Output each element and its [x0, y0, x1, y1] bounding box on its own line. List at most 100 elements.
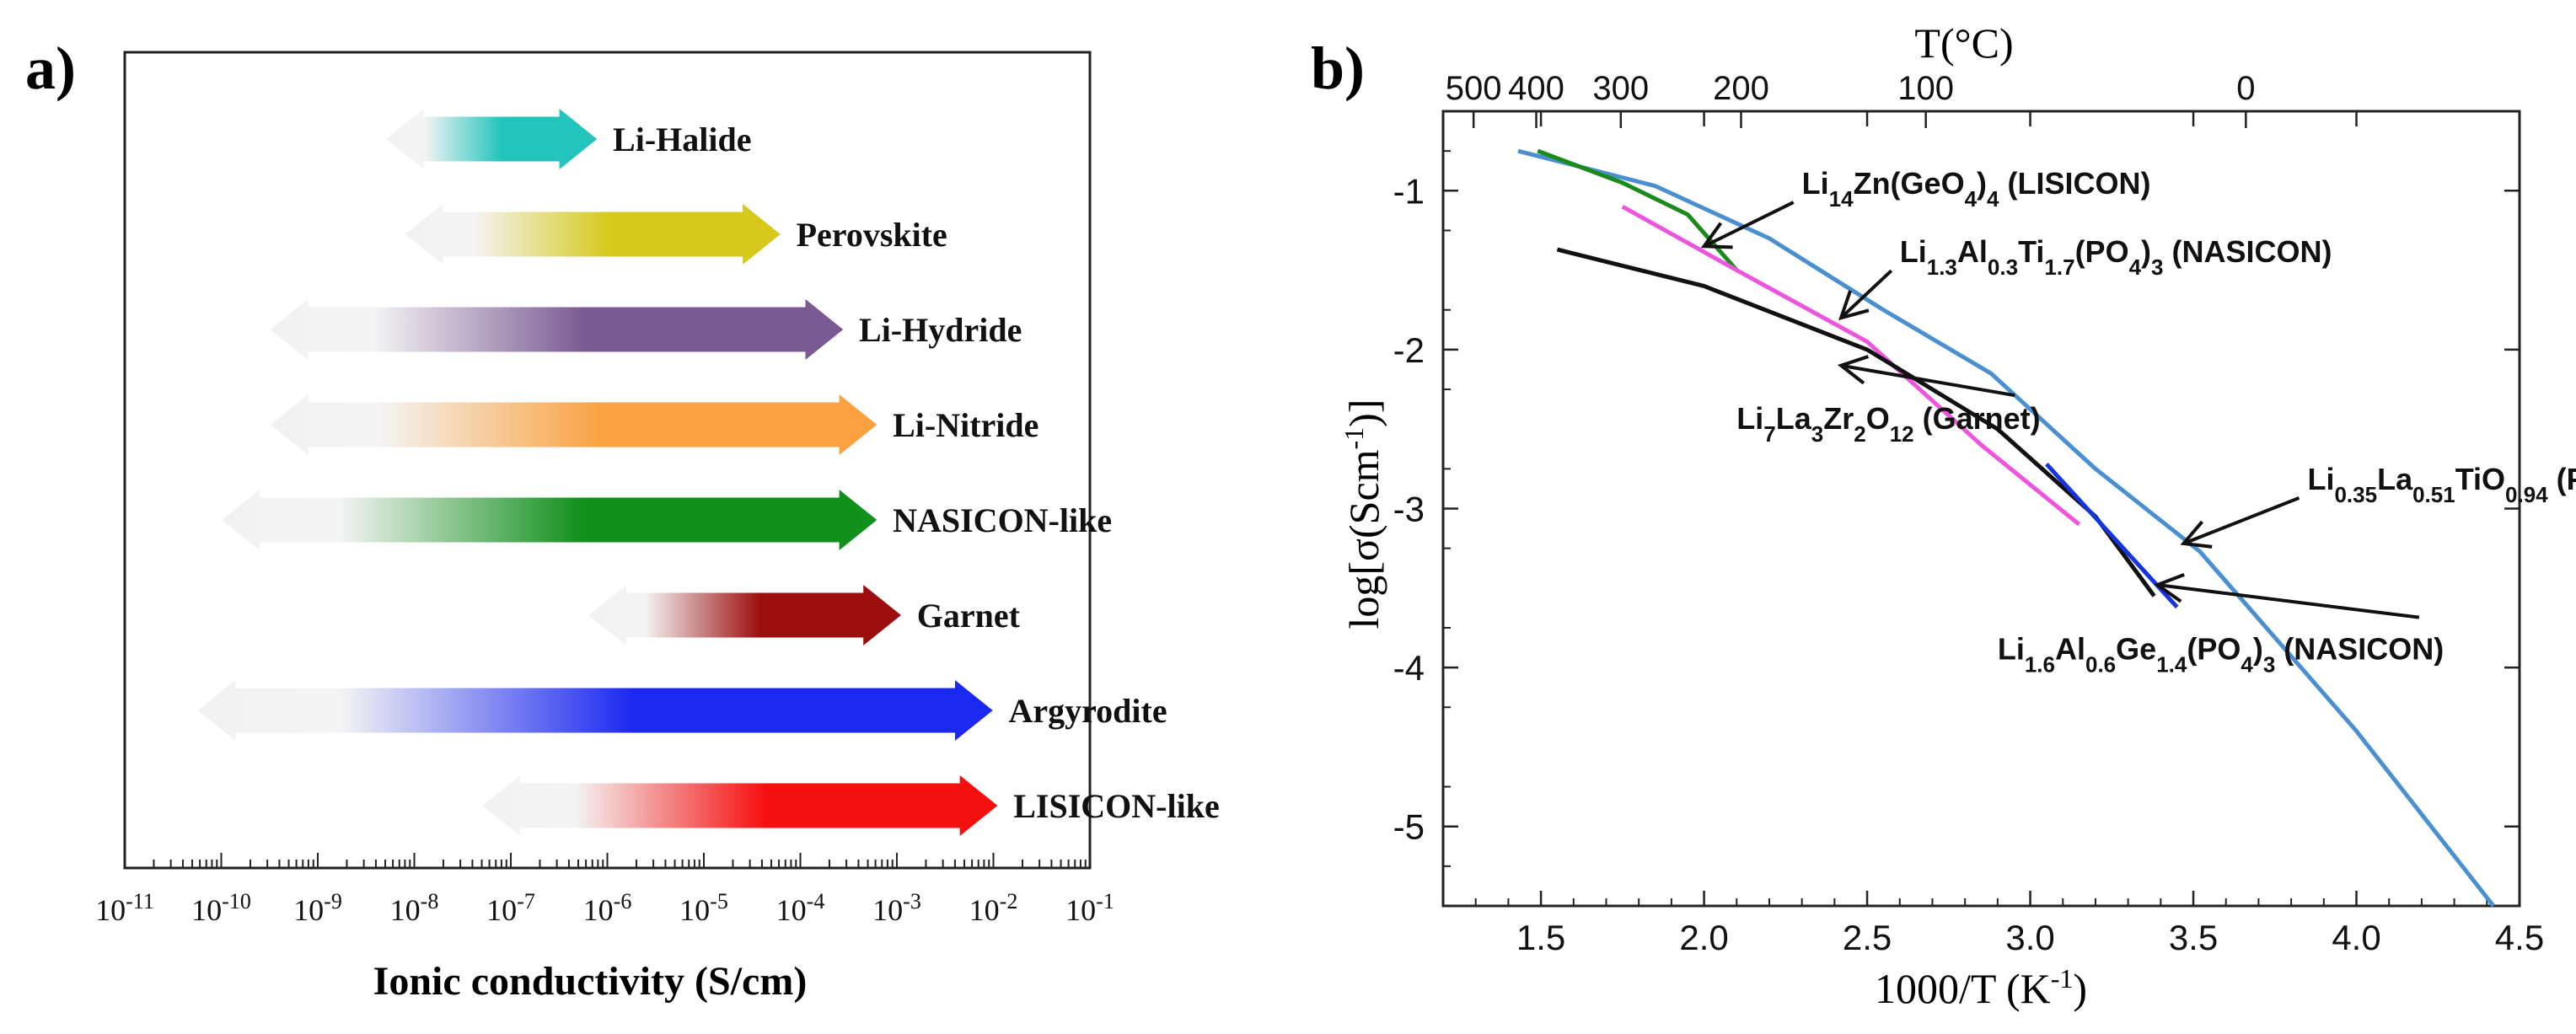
tick-base: 10	[1065, 893, 1096, 927]
annotation-label-part: 1.4	[2156, 652, 2187, 678]
x-tick-label: 3.5	[2169, 918, 2218, 957]
x-tick-label: 10-8	[390, 889, 439, 928]
annotation-label: Li0.35La0.51TiO0.94 (Perovskite)	[2307, 462, 2576, 507]
series-line-0	[1517, 148, 2496, 908]
annotation-label-part: 1.6	[2025, 652, 2055, 678]
range-arrow-li-hydride	[268, 297, 845, 362]
x-tick-label: 2.5	[1843, 918, 1892, 957]
tick-exponent: -10	[222, 889, 251, 913]
panel-b-top-axis-label: T(°C)	[1914, 19, 2013, 67]
panel-b-frame	[1441, 110, 2521, 908]
panel-b-label: b)	[1311, 35, 1365, 102]
tick-base: 10	[872, 893, 903, 927]
panel-a-frame	[123, 51, 1092, 870]
annotation-label: Li1.3Al0.3Ti1.7(PO4)3 (NASICON)	[1900, 234, 2332, 280]
range-arrow-perovskite	[404, 201, 782, 267]
tick-exponent: -2	[1000, 889, 1018, 913]
annotation-arrow-shaft	[1839, 269, 1893, 319]
annotation-label-part: 1.3	[1927, 254, 1957, 280]
annotation-arrow-head	[1838, 290, 1870, 321]
top-temp-tick-label: 300	[1592, 70, 1649, 107]
x-tick-label: 10-6	[583, 889, 632, 928]
tick-base: 10	[293, 893, 324, 927]
panel-b-y-axis-label: log[σ(Scm-1)]	[1339, 399, 1387, 629]
y-tick-label: -3	[1393, 490, 1425, 529]
annotation-arrow-shaft	[2182, 496, 2300, 545]
annotation-label-part: (NASICON)	[2164, 234, 2332, 269]
annotation-label-part: 0.6	[2085, 652, 2116, 678]
annotation-label-part: 4	[1987, 186, 1999, 212]
annotation-label-part: 4	[2241, 652, 2253, 678]
panel-a-minor-ticks	[124, 853, 1087, 868]
panel-a-label: a)	[25, 35, 76, 102]
tick-base: 10	[969, 893, 1000, 927]
tick-exponent: -5	[710, 889, 728, 913]
x-tick-label: 10-3	[872, 889, 921, 928]
series-line-4	[2045, 463, 2179, 609]
y-axis-label-tail: )]	[1340, 399, 1387, 426]
tick-exponent: -3	[903, 889, 921, 913]
annotation-label-part: Li	[2307, 462, 2334, 496]
annotation-arrow-head	[2180, 520, 2213, 549]
y-tick-label: -4	[1393, 648, 1425, 688]
annotation-label-part: 0.51	[2412, 482, 2455, 507]
tick-base: 10	[583, 893, 614, 927]
annotation-label-part: 2	[1854, 421, 1865, 447]
annotation-label-part: O	[1866, 401, 1890, 436]
x-tick-label: 10-7	[486, 889, 535, 928]
annotation-label-part: 7	[1763, 421, 1775, 447]
annotation-label-part: (Perovskite)	[2548, 462, 2576, 496]
tick-base: 10	[486, 893, 517, 927]
annotation-label-part: 0.35	[2334, 482, 2377, 507]
tick-base: 10	[191, 893, 222, 927]
range-label: Perovskite	[797, 216, 947, 254]
panel-b-line-chart: b) T(°C) 1.5 2.0 2.5 3.0 3.5 4.0 4.5 -1 -2 -3 -4 -5…	[1311, 19, 2576, 1012]
annotation-label-part: (PO	[2075, 234, 2129, 269]
range-label: Li-Halide	[613, 121, 751, 158]
annotation-label-part: Li	[1736, 401, 1763, 436]
range-label: LISICON-like	[1013, 787, 1220, 825]
annotation-label-part: (PO	[2187, 632, 2241, 667]
annotation-label-part: 4	[2129, 254, 2142, 280]
range-label: Argyrodite	[1009, 692, 1167, 730]
annotation-label-part: 3	[1811, 421, 1823, 447]
annotation-label-part: (NASICON)	[2275, 632, 2444, 667]
annotation-arrow-shaft	[1703, 201, 1795, 249]
annotation-label: Li14Zn(GeO4)4 (LISICON)	[1802, 166, 2151, 212]
range-arrow-lisicon-like	[480, 773, 1000, 838]
x-tick-label: 10-5	[679, 889, 728, 928]
annotation-label-part: (Garnet)	[1914, 401, 2041, 436]
series-line-2	[1621, 204, 2081, 527]
x-tick-label: 10-4	[776, 889, 825, 928]
annotation-label-part: Ti	[2018, 234, 2044, 269]
annotation-arrow-shaft	[2157, 583, 2420, 619]
annotation-label-part: )	[2141, 234, 2151, 269]
range-label: Li-Hydride	[859, 311, 1022, 349]
tick-exponent: -8	[421, 889, 439, 913]
y-tick-label: -2	[1393, 330, 1425, 370]
annotation-label-part: 12	[1890, 421, 1914, 447]
y-tick-label: -5	[1393, 807, 1425, 847]
annotation-label-part: (LISICON)	[1999, 166, 2151, 201]
tick-exponent: -4	[807, 889, 825, 913]
range-label: Li-Nitride	[893, 406, 1038, 444]
annotation-arrow-shaft	[1840, 363, 2015, 398]
x-tick-label: 10-2	[969, 889, 1018, 928]
annotation-label-part: Li	[1802, 166, 1829, 201]
tick-exponent: -6	[614, 889, 632, 913]
annotation-label: Li7La3Zr2O12 (Garnet)	[1736, 401, 2040, 447]
y-tick-label: -1	[1393, 171, 1425, 211]
annotation-label: Li1.6Al0.6Ge1.4(PO4)3 (NASICON)	[1998, 632, 2444, 678]
annotation-label-part: 1.7	[2044, 254, 2074, 280]
annotation-label-part: Zn(GeO	[1854, 166, 1965, 201]
top-temp-tick-label: 200	[1713, 70, 1769, 107]
annotation-label-part: 3	[2151, 254, 2163, 280]
annotation-label-part: Li	[1998, 632, 2025, 667]
range-label: Garnet	[917, 597, 1021, 635]
x-tick-label: 2.0	[1679, 918, 1728, 957]
panel-a-x-axis-label: Ionic conductivity (S/cm)	[373, 959, 808, 1004]
annotation-label-part: )	[1977, 166, 1987, 201]
top-temp-tick-label: 100	[1897, 70, 1954, 107]
range-arrow-nasicon-like	[220, 487, 878, 553]
annotation-label-part: 3	[2263, 652, 2275, 678]
